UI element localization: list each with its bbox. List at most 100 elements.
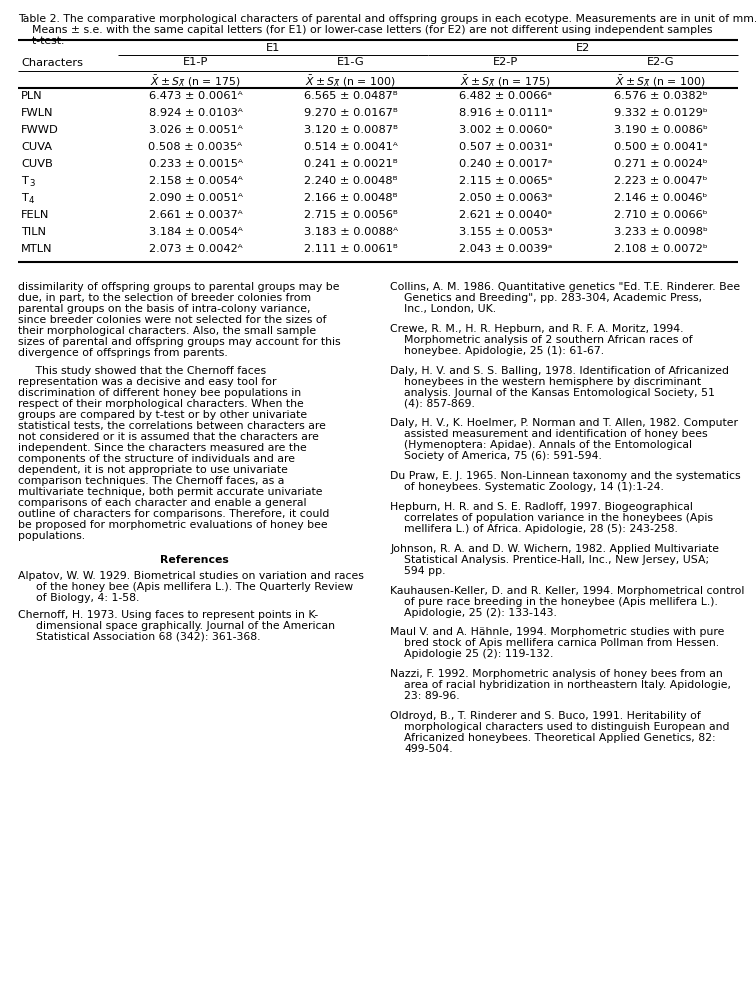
Text: Nazzi, F. 1992. Morphometric analysis of honey bees from an: Nazzi, F. 1992. Morphometric analysis of… (390, 669, 723, 679)
Text: Alpatov, W. W. 1929. Biometrical studies on variation and races: Alpatov, W. W. 1929. Biometrical studies… (18, 571, 364, 582)
Text: T: T (21, 193, 28, 203)
Text: comparison techniques. The Chernoff faces, as a: comparison techniques. The Chernoff face… (18, 476, 284, 486)
Text: 2.111 ± 0.0061ᴮ: 2.111 ± 0.0061ᴮ (304, 244, 398, 254)
Text: 2.166 ± 0.0048ᴮ: 2.166 ± 0.0048ᴮ (304, 193, 397, 203)
Text: 2.043 ± 0.0039ᵃ: 2.043 ± 0.0039ᵃ (459, 244, 552, 254)
Text: PLN: PLN (21, 91, 42, 101)
Text: 2.108 ± 0.0072ᵇ: 2.108 ± 0.0072ᵇ (614, 244, 708, 254)
Text: E1: E1 (266, 43, 280, 53)
Text: 594 pp.: 594 pp. (404, 566, 445, 576)
Text: dependent, it is not appropriate to use univariate: dependent, it is not appropriate to use … (18, 465, 288, 475)
Text: t-test.: t-test. (18, 36, 64, 46)
Text: 499-504.: 499-504. (404, 744, 453, 754)
Text: MTLN: MTLN (21, 244, 52, 254)
Text: dimensional space graphically. Journal of the American: dimensional space graphically. Journal o… (36, 621, 335, 631)
Text: Hepburn, H. R. and S. E. Radloff, 1997. Biogeographical: Hepburn, H. R. and S. E. Radloff, 1997. … (390, 502, 693, 512)
Text: Kauhausen-Keller, D. and R. Keller, 1994. Morphometrical control: Kauhausen-Keller, D. and R. Keller, 1994… (390, 586, 745, 595)
Text: comparisons of each character and enable a general: comparisons of each character and enable… (18, 497, 306, 507)
Text: E1-P: E1-P (183, 57, 208, 67)
Text: correlates of population variance in the honeybees (Apis: correlates of population variance in the… (404, 513, 713, 523)
Text: 3.190 ± 0.0086ᵇ: 3.190 ± 0.0086ᵇ (614, 125, 708, 135)
Text: 0.233 ± 0.0015ᴬ: 0.233 ± 0.0015ᴬ (149, 159, 243, 169)
Text: statistical tests, the correlations between characters are: statistical tests, the correlations betw… (18, 421, 326, 431)
Text: 0.500 ± 0.0041ᵃ: 0.500 ± 0.0041ᵃ (614, 142, 707, 152)
Text: of honeybees. Systematic Zoology, 14 (1):1-24.: of honeybees. Systematic Zoology, 14 (1)… (404, 483, 664, 492)
Text: Oldroyd, B., T. Rinderer and S. Buco, 1991. Heritability of: Oldroyd, B., T. Rinderer and S. Buco, 19… (390, 711, 701, 721)
Text: Morphometric analysis of 2 southern African races of: Morphometric analysis of 2 southern Afri… (404, 335, 692, 344)
Text: parental groups on the basis of intra-colony variance,: parental groups on the basis of intra-co… (18, 304, 311, 314)
Text: 9.332 ± 0.0129ᵇ: 9.332 ± 0.0129ᵇ (614, 108, 708, 118)
Text: Apidologie, 25 (2): 133-143.: Apidologie, 25 (2): 133-143. (404, 607, 557, 618)
Text: Daly, H. V. and S. S. Balling, 1978. Identification of Africanized: Daly, H. V. and S. S. Balling, 1978. Ide… (390, 366, 729, 376)
Text: 3.120 ± 0.0087ᴮ: 3.120 ± 0.0087ᴮ (304, 125, 398, 135)
Text: Johnson, R. A. and D. W. Wichern, 1982. Applied Multivariate: Johnson, R. A. and D. W. Wichern, 1982. … (390, 543, 719, 554)
Text: FELN: FELN (21, 210, 49, 220)
Text: 8.916 ± 0.0111ᵃ: 8.916 ± 0.0111ᵃ (459, 108, 552, 118)
Text: area of racial hybridization in northeastern Italy. Apidologie,: area of racial hybridization in northeas… (404, 680, 731, 691)
Text: References: References (160, 555, 228, 565)
Text: dissimilarity of offspring groups to parental groups may be: dissimilarity of offspring groups to par… (18, 282, 339, 292)
Text: E2-P: E2-P (493, 57, 518, 67)
Text: 6.565 ± 0.0487ᴮ: 6.565 ± 0.0487ᴮ (304, 91, 398, 101)
Text: 23: 89-96.: 23: 89-96. (404, 692, 460, 701)
Text: multivariate technique, both permit accurate univariate: multivariate technique, both permit accu… (18, 487, 323, 496)
Text: Characters: Characters (21, 58, 83, 68)
Text: 2.223 ± 0.0047ᵇ: 2.223 ± 0.0047ᵇ (614, 176, 708, 186)
Text: of the honey bee (Apis mellifera L.). The Quarterly Review: of the honey bee (Apis mellifera L.). Th… (36, 583, 353, 593)
Text: 2.710 ± 0.0066ᵇ: 2.710 ± 0.0066ᵇ (614, 210, 708, 220)
Text: analysis. Journal of the Kansas Entomological Society, 51: analysis. Journal of the Kansas Entomolo… (404, 387, 715, 397)
Text: Inc., London, UK.: Inc., London, UK. (404, 304, 496, 314)
Text: mellifera L.) of Africa. Apidologie, 28 (5): 243-258.: mellifera L.) of Africa. Apidologie, 28 … (404, 524, 678, 534)
Text: respect of their morphological characters. When the: respect of their morphological character… (18, 398, 304, 409)
Text: Table 2. The comparative morphological characters of parental and offspring grou: Table 2. The comparative morphological c… (18, 14, 756, 24)
Text: 2.158 ± 0.0054ᴬ: 2.158 ± 0.0054ᴬ (149, 176, 243, 186)
Text: Chernoff, H. 1973. Using faces to represent points in K-: Chernoff, H. 1973. Using faces to repres… (18, 610, 318, 620)
Text: 0.508 ± 0.0035ᴬ: 0.508 ± 0.0035ᴬ (148, 142, 243, 152)
Text: representation was a decisive and easy tool for: representation was a decisive and easy t… (18, 377, 277, 387)
Text: Maul V. and A. Hähnle, 1994. Morphometric studies with pure: Maul V. and A. Hähnle, 1994. Morphometri… (390, 628, 724, 638)
Text: 6.576 ± 0.0382ᵇ: 6.576 ± 0.0382ᵇ (614, 91, 708, 101)
Text: Collins, A. M. 1986. Quantitative genetics "Ed. T.E. Rinderer. Bee: Collins, A. M. 1986. Quantitative geneti… (390, 282, 740, 292)
Text: TILN: TILN (21, 227, 46, 237)
Text: 2.050 ± 0.0063ᵃ: 2.050 ± 0.0063ᵃ (459, 193, 552, 203)
Text: CUVB: CUVB (21, 159, 53, 169)
Text: T: T (21, 176, 28, 186)
Text: their morphological characters. Also, the small sample: their morphological characters. Also, th… (18, 326, 316, 336)
Text: (Hymenoptera: Apidae). Annals of the Entomological: (Hymenoptera: Apidae). Annals of the Ent… (404, 440, 692, 450)
Text: 4: 4 (29, 196, 35, 205)
Text: 2.073 ± 0.0042ᴬ: 2.073 ± 0.0042ᴬ (149, 244, 243, 254)
Text: Daly, H. V., K. Hoelmer, P. Norman and T. Allen, 1982. Computer: Daly, H. V., K. Hoelmer, P. Norman and T… (390, 419, 738, 429)
Text: 0.507 ± 0.0031ᵃ: 0.507 ± 0.0031ᵃ (459, 142, 552, 152)
Text: (4): 857-869.: (4): 857-869. (404, 398, 475, 409)
Text: 0.240 ± 0.0017ᵃ: 0.240 ± 0.0017ᵃ (459, 159, 552, 169)
Text: 2.621 ± 0.0040ᵃ: 2.621 ± 0.0040ᵃ (459, 210, 552, 220)
Text: Statistical Analysis. Prentice-Hall, Inc., New Jersey, USA;: Statistical Analysis. Prentice-Hall, Inc… (404, 555, 709, 565)
Text: Africanized honeybees. Theoretical Applied Genetics, 82:: Africanized honeybees. Theoretical Appli… (404, 733, 716, 743)
Text: populations.: populations. (18, 531, 85, 541)
Text: 2.115 ± 0.0065ᵃ: 2.115 ± 0.0065ᵃ (459, 176, 552, 186)
Text: $\bar{X}\pm S_{\bar{X}}$ (n = 100): $\bar{X}\pm S_{\bar{X}}$ (n = 100) (305, 73, 395, 88)
Text: since breeder colonies were not selected for the sizes of: since breeder colonies were not selected… (18, 315, 327, 325)
Text: assisted measurement and identification of honey bees: assisted measurement and identification … (404, 430, 708, 439)
Text: FWLN: FWLN (21, 108, 54, 118)
Text: bred stock of Apis mellifera carnica Pollman from Hessen.: bred stock of Apis mellifera carnica Pol… (404, 639, 719, 648)
Text: CUVA: CUVA (21, 142, 52, 152)
Text: 2.146 ± 0.0046ᵇ: 2.146 ± 0.0046ᵇ (614, 193, 707, 203)
Text: Apidologie 25 (2): 119-132.: Apidologie 25 (2): 119-132. (404, 649, 553, 659)
Text: morphological characters used to distinguish European and: morphological characters used to disting… (404, 722, 730, 732)
Text: 9.270 ± 0.0167ᴮ: 9.270 ± 0.0167ᴮ (304, 108, 398, 118)
Text: of pure race breeding in the honeybee (Apis mellifera L.).: of pure race breeding in the honeybee (A… (404, 596, 718, 606)
Text: E1-G: E1-G (336, 57, 364, 67)
Text: 2.090 ± 0.0051ᴬ: 2.090 ± 0.0051ᴬ (149, 193, 243, 203)
Text: 0.514 ± 0.0041ᴬ: 0.514 ± 0.0041ᴬ (304, 142, 398, 152)
Text: Society of America, 75 (6): 591-594.: Society of America, 75 (6): 591-594. (404, 451, 602, 461)
Text: 8.924 ± 0.0103ᴬ: 8.924 ± 0.0103ᴬ (149, 108, 243, 118)
Text: of Biology, 4: 1-58.: of Biology, 4: 1-58. (36, 594, 139, 603)
Text: $\bar{X}\pm S_{\bar{X}}$ (n = 175): $\bar{X}\pm S_{\bar{X}}$ (n = 175) (150, 73, 240, 88)
Text: $\bar{X}\pm S_{\bar{X}}$ (n = 100): $\bar{X}\pm S_{\bar{X}}$ (n = 100) (615, 73, 705, 88)
Text: E2-G: E2-G (646, 57, 674, 67)
Text: outline of characters for comparisons. Therefore, it could: outline of characters for comparisons. T… (18, 508, 330, 519)
Text: 3.184 ± 0.0054ᴬ: 3.184 ± 0.0054ᴬ (149, 227, 243, 237)
Text: 3.002 ± 0.0060ᵃ: 3.002 ± 0.0060ᵃ (459, 125, 552, 135)
Text: 6.482 ± 0.0066ᵃ: 6.482 ± 0.0066ᵃ (459, 91, 552, 101)
